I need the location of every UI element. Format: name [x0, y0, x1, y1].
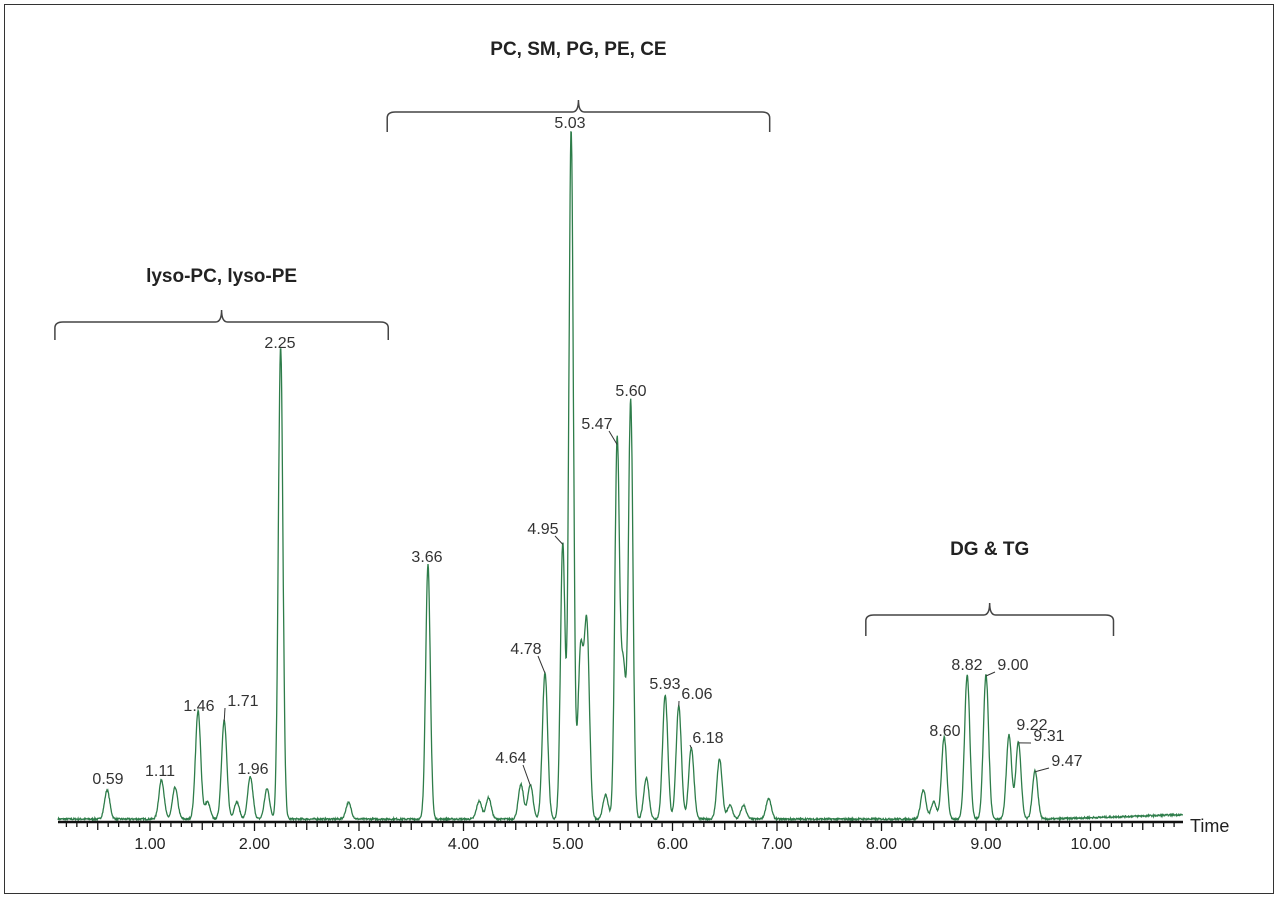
group-bracket: [865, 602, 1115, 636]
peak-label: 1.11: [145, 763, 175, 780]
peak-leader-line: [522, 764, 531, 786]
x-tick-label: 10.00: [1070, 836, 1110, 853]
x-tick-label: 6.00: [657, 836, 688, 853]
peak-leader-line: [1034, 767, 1050, 773]
group-label: DG & TG: [950, 539, 1029, 560]
peak-label: 4.95: [527, 521, 558, 538]
chromatogram-trace: [57, 131, 1184, 823]
peak-label: 1.96: [237, 761, 268, 778]
group-bracket: [386, 99, 771, 132]
peak-label: 9.31: [1033, 728, 1064, 745]
peak-label: 5.60: [615, 383, 646, 400]
x-tick-label: 2.00: [239, 836, 270, 853]
peak-label: 4.78: [510, 641, 541, 658]
x-tick-label: 3.00: [343, 836, 374, 853]
peak-label: 0.59: [92, 771, 123, 788]
peak-label: 3.66: [411, 549, 442, 566]
chart-frame: [4, 4, 1274, 894]
peak-label: 1.71: [227, 693, 258, 710]
peak-leader-line: [689, 744, 692, 749]
peak-leader-line: [554, 535, 564, 545]
peak-label: 5.03: [554, 115, 585, 132]
peak-leader-line: [985, 671, 996, 677]
x-tick-label: 5.00: [552, 836, 583, 853]
peak-label: 6.18: [692, 730, 723, 747]
group-label: lyso-PC, lyso-PE: [146, 266, 297, 287]
peak-label: 2.25: [264, 335, 295, 352]
group-bracket: [54, 309, 390, 340]
x-tick-label: 8.00: [866, 836, 897, 853]
group-label: PC, SM, PG, PE, CE: [490, 39, 666, 60]
peak-label: 6.06: [681, 686, 712, 703]
peak-label: 9.00: [997, 657, 1028, 674]
peak-label: 1.46: [183, 698, 214, 715]
peak-label: 5.93: [649, 676, 680, 693]
x-tick-label: 4.00: [448, 836, 479, 853]
x-tick-label: 7.00: [761, 836, 792, 853]
peak-label: 9.22: [1016, 717, 1047, 734]
peak-label: 8.60: [929, 723, 960, 740]
peak-label: 4.64: [495, 750, 526, 767]
x-axis-label: Time: [1190, 816, 1229, 836]
peak-leader-line: [608, 430, 618, 445]
x-tick-label: 1.00: [134, 836, 165, 853]
peak-label: 8.82: [951, 657, 982, 674]
peak-leader-line: [223, 707, 226, 722]
peak-leader-line: [537, 655, 546, 674]
x-tick-label: 9.00: [970, 836, 1001, 853]
peak-label: 9.47: [1051, 753, 1082, 770]
peak-label: 5.47: [581, 416, 612, 433]
